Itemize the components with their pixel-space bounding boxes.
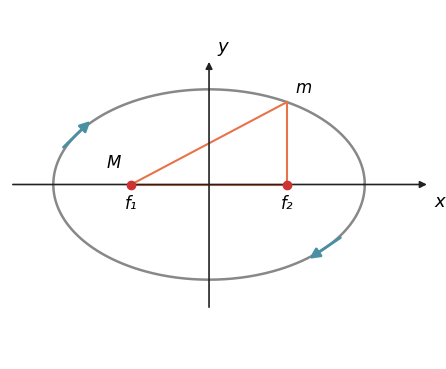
Text: f₂: f₂ [281,195,293,213]
Text: x: x [434,193,445,211]
Text: f₁: f₁ [125,195,137,213]
Text: y: y [218,38,228,56]
Text: M: M [107,154,121,172]
Text: m: m [296,79,312,97]
